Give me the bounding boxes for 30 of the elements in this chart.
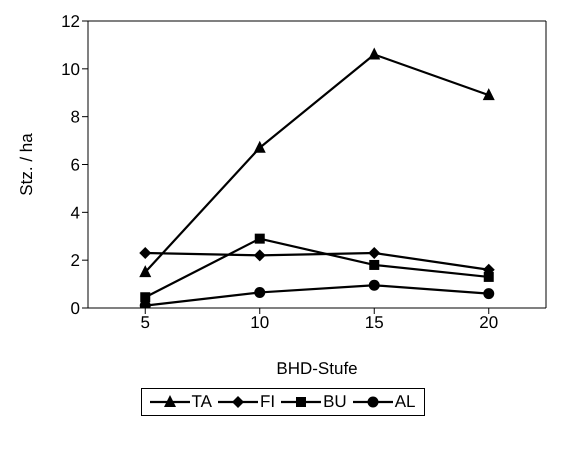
point bbox=[482, 88, 495, 100]
y-tick-label: 4 bbox=[70, 203, 80, 222]
point bbox=[368, 47, 380, 60]
x-tick-label: 10 bbox=[250, 313, 270, 332]
point bbox=[139, 265, 152, 278]
x-tick-label: 15 bbox=[364, 313, 384, 332]
x-axis-title: BHD-Stufe bbox=[276, 359, 358, 378]
y-tick-label: 6 bbox=[70, 156, 80, 175]
legend-label: BU bbox=[323, 392, 347, 412]
point bbox=[254, 286, 266, 298]
legend-label: AL bbox=[394, 392, 416, 412]
point bbox=[484, 272, 494, 282]
point bbox=[254, 234, 265, 244]
x-tick-label: 20 bbox=[479, 313, 498, 332]
legend-label: FI bbox=[260, 392, 276, 412]
y-tick-label: 12 bbox=[61, 12, 80, 32]
y-tick-label: 0 bbox=[70, 299, 80, 318]
y-tick-label: 8 bbox=[70, 108, 80, 127]
point bbox=[368, 280, 380, 291]
point bbox=[254, 140, 266, 153]
point bbox=[139, 246, 152, 259]
point bbox=[483, 288, 494, 300]
point bbox=[254, 249, 266, 262]
y-axis-title: Stz. / ha bbox=[17, 132, 36, 196]
legend-label: TA bbox=[192, 392, 212, 412]
x-tick-label: 5 bbox=[140, 313, 150, 332]
point bbox=[368, 246, 380, 259]
y-tick-label: 10 bbox=[61, 60, 80, 79]
y-tick-label: 2 bbox=[70, 251, 80, 270]
point bbox=[369, 260, 380, 270]
